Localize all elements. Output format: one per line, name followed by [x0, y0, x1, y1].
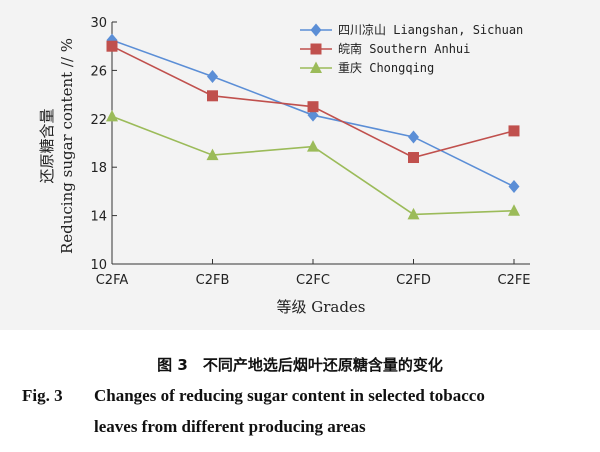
- figure-caption-en-line1: Fig. 3 Changes of reducing sugar content …: [22, 385, 582, 407]
- data-point: [307, 101, 319, 113]
- data-point: [207, 69, 218, 83]
- series-layer: [106, 33, 520, 220]
- figure-caption-cn: 图 3 不同产地选后烟叶还原糖含量的变化: [157, 356, 443, 374]
- y-tick-label: 30: [90, 16, 107, 31]
- data-point: [508, 180, 520, 194]
- y-axis-title-cn: 还原糖含量: [38, 108, 56, 183]
- legend-marker: [310, 43, 322, 55]
- y-tick-label: 18: [90, 161, 107, 176]
- x-tick-label: C2FA: [96, 273, 129, 288]
- y-tick-label: 26: [90, 64, 107, 79]
- x-axis-title: 等级 Grades: [276, 298, 365, 316]
- y-tick-label: 10: [90, 258, 107, 273]
- y-tick-label: 22: [90, 113, 107, 128]
- line-chart: 10 14 18 22 26 30 C2FA C2FB C2FC C2FD C2FE 等级 Gra…: [38, 16, 531, 316]
- data-point: [508, 204, 520, 216]
- data-point: [106, 40, 118, 52]
- x-tick-label: C2FE: [497, 273, 530, 288]
- legend-marker: [310, 23, 322, 37]
- legend-label: 重庆 Chongqing: [338, 61, 434, 75]
- data-point: [407, 207, 420, 220]
- figure-caption-en-line2: leaves from different producing areas: [94, 417, 366, 436]
- x-tick-label: C2FC: [296, 273, 330, 288]
- x-tick-label: C2FB: [196, 273, 230, 288]
- series-line: [111, 115, 515, 216]
- x-ticks: C2FA C2FB C2FC C2FD C2FE: [96, 259, 531, 288]
- legend: 四川凉山 Liangshan, Sichuan 皖南 Southern Anhui…: [300, 22, 523, 75]
- data-point: [307, 140, 319, 152]
- data-point: [508, 125, 520, 137]
- data-point: [106, 109, 118, 122]
- caption-en-text-1: Changes of reducing sugar content in sel…: [94, 386, 485, 405]
- data-point: [408, 130, 419, 144]
- data-point: [207, 90, 218, 102]
- data-point: [206, 148, 219, 161]
- series-diamond: [106, 33, 520, 194]
- series-triangle: [106, 109, 520, 220]
- series-square: [106, 40, 520, 164]
- legend-item: 四川凉山 Liangshan, Sichuan: [300, 22, 523, 37]
- x-tick-label: C2FD: [396, 273, 431, 288]
- legend-marker: [310, 61, 322, 73]
- y-ticks: 10 14 18 22 26 30: [90, 16, 117, 273]
- legend-label: 皖南 Southern Anhui: [338, 41, 470, 56]
- figure-label: Fig. 3: [22, 386, 63, 405]
- data-point: [408, 152, 419, 164]
- axes: [111, 22, 530, 265]
- legend-label: 四川凉山 Liangshan, Sichuan: [338, 22, 523, 37]
- y-tick-label: 14: [90, 210, 107, 225]
- legend-item: 皖南 Southern Anhui: [300, 41, 470, 56]
- chart-panel: 10 14 18 22 26 30 C2FA C2FB C2FC C2FD C2FE 等级 Gra…: [0, 0, 600, 330]
- y-axis-title-en: Reducing sugar content // %: [58, 38, 76, 254]
- legend-item: 重庆 Chongqing: [300, 61, 434, 75]
